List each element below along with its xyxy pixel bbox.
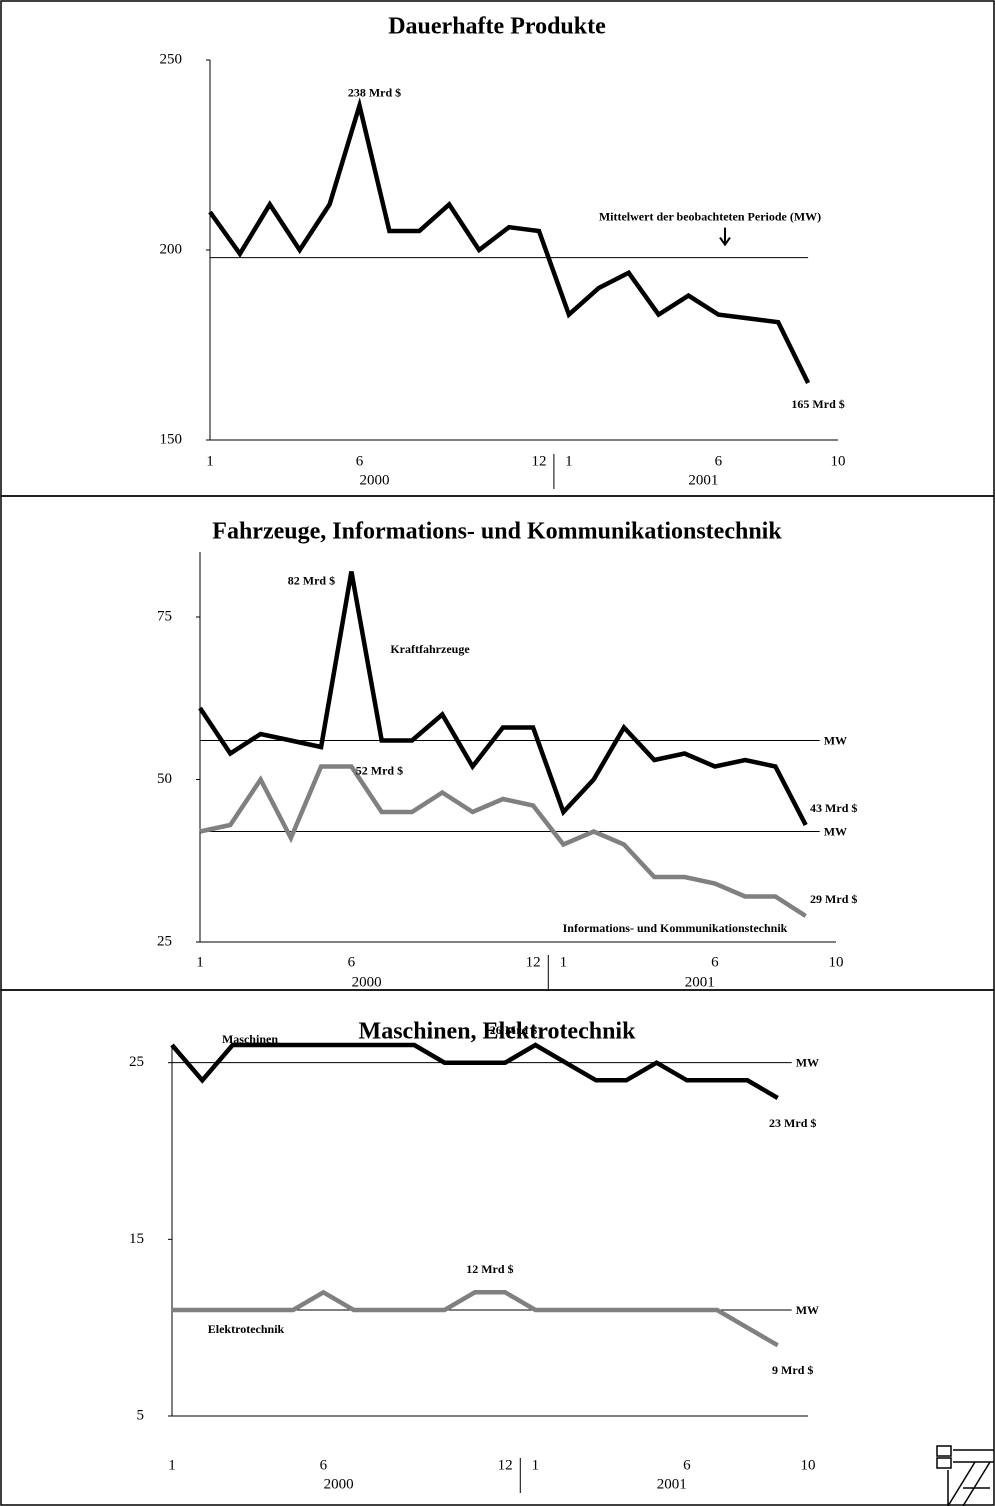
x-tick-label: 12 [526,954,541,970]
x-tick-label: 1 [206,453,214,469]
value-label: 43 Mrd $ [810,801,857,815]
x-tick-label: 6 [348,954,356,970]
mean-label: MW [824,824,847,838]
mean-label: MW [824,733,847,747]
y-tick-label: 150 [160,431,183,447]
panel-frame [0,0,995,497]
y-tick-label: 25 [129,1054,144,1070]
x-tick-label: 6 [320,1457,328,1473]
series-label: Elektrotechnik [208,1322,285,1336]
value-label: 26 Mrd $ [490,1023,537,1037]
value-label: 29 Mrd $ [810,892,857,906]
year-label: 2001 [657,1476,687,1492]
mean-label: Mittelwert der beobachteten Periode (MW) [599,209,821,223]
x-tick-label: 6 [715,453,723,469]
value-label: 52 Mrd $ [356,763,403,777]
y-tick-label: 50 [157,771,172,787]
value-label: 23 Mrd $ [769,1116,816,1130]
series-label: Informations- und Kommunikationstechnik [563,921,788,935]
mean-arrow [719,227,731,247]
year-label: 2000 [352,974,382,990]
x-tick-label: 12 [531,453,546,469]
x-tick-label: 10 [829,954,844,970]
series-line [208,96,811,384]
y-tick-label: 75 [157,608,172,624]
year-label: 2001 [688,472,718,488]
x-tick-label: 1 [565,453,573,469]
x-tick-label: 1 [168,1457,176,1473]
mean-label: MW [796,1303,819,1317]
year-label: 2000 [359,472,389,488]
x-tick-label: 12 [498,1457,513,1473]
series-line [198,571,808,827]
year-label: 2001 [685,974,715,990]
series-line [172,1289,779,1348]
year-label: 2000 [324,1476,354,1492]
y-tick-label: 200 [160,241,183,257]
value-label: 165 Mrd $ [791,397,844,411]
series-label: Kraftfahrzeuge [390,642,470,656]
value-label: 238 Mrd $ [348,85,401,99]
y-tick-label: 15 [129,1231,144,1247]
chart-title: Maschinen, Elektrotechnik [359,1019,637,1045]
x-tick-label: 10 [831,453,846,469]
x-tick-label: 10 [801,1457,816,1473]
x-tick-label: 6 [683,1457,691,1473]
x-tick-label: 1 [532,1457,540,1473]
y-tick-label: 5 [137,1407,145,1423]
y-tick-label: 25 [157,933,172,949]
x-tick-label: 1 [560,954,568,970]
chart-title: Dauerhafte Produkte [388,14,606,40]
value-label: 82 Mrd $ [288,573,335,587]
value-label: 12 Mrd $ [466,1262,513,1276]
x-tick-label: 6 [711,954,719,970]
series-line [170,1042,779,1100]
y-tick-label: 250 [160,51,183,67]
mean-label: MW [796,1055,819,1069]
x-tick-label: 6 [356,453,364,469]
logo [936,1445,994,1506]
panel-frame [0,989,995,1506]
series-label: Maschinen [222,1032,278,1046]
series-line [199,764,807,918]
value-label: 9 Mrd $ [772,1363,813,1377]
x-tick-label: 1 [196,954,204,970]
chart-title: Fahrzeuge, Informations- und Kommunikati… [212,519,782,545]
